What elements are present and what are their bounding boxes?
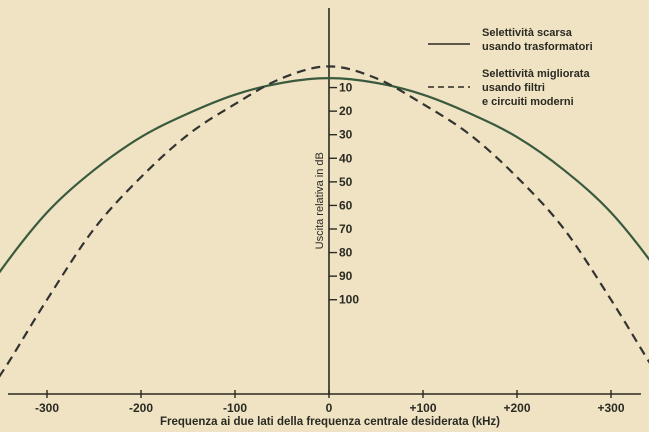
legend-dashed-line3: e circuiti moderni (482, 96, 574, 108)
legend-solid-line1: Selettività scarsa (482, 27, 573, 39)
x-tick-label: +300 (597, 401, 624, 415)
x-tick-label: -300 (35, 401, 59, 415)
x-tick-label: 0 (326, 401, 333, 415)
legend-dashed-line1: Selettività migliorata (482, 68, 590, 80)
legend-solid-line2: usando trasformatori (482, 41, 593, 53)
x-tick-label: +100 (409, 401, 436, 415)
y-tick-label: 70 (339, 222, 353, 236)
y-tick-label: 50 (339, 175, 353, 189)
x-tick-label: +200 (503, 401, 530, 415)
legend: Selettività scarsa usando trasformatori … (428, 27, 593, 108)
series-line-improved-selectivity (0, 65, 649, 378)
x-tick-label: -200 (129, 401, 153, 415)
legend-dashed-line2: usando filtri (482, 82, 545, 94)
y-tick-label: 60 (339, 198, 353, 212)
series-line-poor-selectivity (0, 77, 649, 274)
x-tick-label: -100 (223, 401, 247, 415)
x-axis-label: Frequenza ai due lati della frequenza ce… (160, 416, 500, 428)
y-axis-label: Uscita relativa in dB (314, 152, 326, 249)
series-group (0, 65, 649, 378)
y-tick-label: 40 (339, 151, 353, 165)
y-tick-label: 30 (339, 128, 353, 142)
y-tick-label: 90 (339, 269, 353, 283)
y-tick-label: 80 (339, 246, 353, 260)
y-tick-label: 100 (339, 293, 359, 307)
y-tick-group: 10 20 30 40 50 60 70 80 90 100 (329, 81, 359, 307)
y-tick-label: 20 (339, 104, 353, 118)
y-tick-label: 10 (339, 81, 353, 95)
